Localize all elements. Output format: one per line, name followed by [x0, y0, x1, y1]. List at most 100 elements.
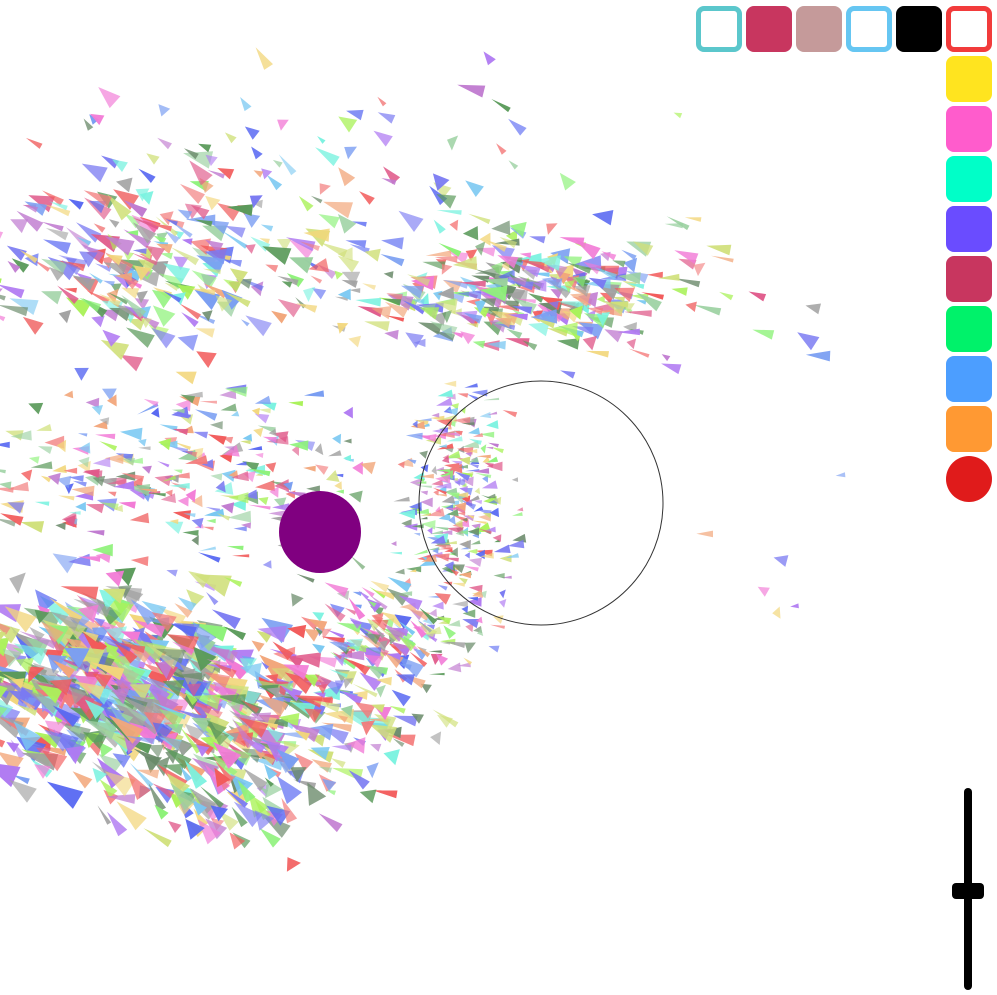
shard	[369, 724, 398, 743]
shard	[160, 734, 190, 756]
shard	[257, 625, 287, 643]
shard	[68, 198, 84, 210]
shard	[403, 523, 418, 531]
shard	[373, 130, 393, 147]
shard	[193, 808, 209, 828]
shard	[483, 51, 496, 66]
shard	[100, 339, 130, 360]
swatch-red-circle[interactable]	[946, 456, 992, 502]
swatch-crimson[interactable]	[746, 6, 792, 52]
shard	[253, 170, 264, 178]
shard	[441, 264, 453, 275]
shard	[617, 328, 640, 336]
shard	[443, 625, 456, 639]
shard	[116, 678, 132, 694]
swatch-outline-sky-blue[interactable]	[846, 6, 892, 52]
shard	[482, 397, 500, 401]
shard	[23, 688, 60, 714]
shard	[317, 136, 326, 144]
shard	[216, 513, 231, 521]
shard	[288, 401, 304, 407]
shard	[57, 285, 79, 304]
shard	[217, 168, 235, 180]
shard	[247, 468, 271, 477]
shard	[214, 767, 231, 788]
shard	[184, 759, 208, 789]
shard	[431, 479, 444, 486]
shard	[223, 626, 246, 641]
shard	[371, 704, 385, 713]
shard	[376, 684, 386, 698]
shard	[28, 195, 55, 213]
swatch-green[interactable]	[946, 306, 992, 352]
shard	[334, 680, 346, 691]
shard	[291, 444, 300, 456]
shard	[447, 251, 469, 265]
shard	[337, 322, 349, 334]
swatch-raspberry[interactable]	[946, 256, 992, 302]
shard	[437, 430, 455, 438]
shard	[546, 223, 558, 235]
shard	[133, 265, 151, 281]
swatch-outline-teal[interactable]	[696, 6, 742, 52]
shard	[381, 178, 397, 185]
shard	[277, 275, 299, 286]
swatch-orange[interactable]	[946, 406, 992, 452]
shard	[486, 456, 499, 463]
shard	[505, 276, 527, 287]
attractor-ball[interactable]	[279, 491, 361, 573]
size-slider[interactable]	[950, 788, 986, 990]
shard	[355, 297, 382, 307]
shard	[28, 456, 40, 464]
swatch-outline-red[interactable]	[946, 6, 992, 52]
shard	[201, 310, 213, 322]
swatch-blue[interactable]	[946, 356, 992, 402]
swatch-violet[interactable]	[946, 206, 992, 252]
shard	[44, 729, 72, 752]
shard	[380, 254, 405, 267]
shard	[136, 769, 160, 779]
shard	[318, 813, 343, 833]
size-slider-thumb[interactable]	[952, 882, 984, 899]
shard	[348, 597, 366, 620]
shard	[443, 487, 458, 494]
shard	[103, 262, 128, 277]
swatch-pink[interactable]	[946, 106, 992, 152]
shard	[455, 529, 464, 537]
shard	[332, 433, 342, 445]
shard	[296, 303, 318, 313]
swatch-dusty-rose[interactable]	[796, 6, 842, 52]
shard	[502, 410, 518, 418]
shard	[352, 461, 363, 475]
shard	[291, 652, 322, 668]
shard	[706, 244, 732, 256]
swatch-aquamarine[interactable]	[946, 156, 992, 202]
shard	[456, 290, 482, 300]
shard	[113, 480, 135, 491]
shard	[204, 671, 231, 689]
shard	[436, 616, 452, 625]
shard	[243, 489, 258, 500]
shard	[493, 496, 502, 505]
shard	[429, 672, 445, 676]
shard	[384, 329, 399, 340]
shard	[446, 407, 458, 417]
shard	[621, 249, 637, 260]
shard	[461, 422, 475, 426]
shard	[604, 329, 623, 343]
shard	[395, 674, 415, 686]
shard	[37, 684, 63, 704]
shard	[671, 287, 688, 296]
shard	[413, 508, 430, 514]
shard	[338, 167, 356, 187]
shard	[624, 303, 635, 314]
shard	[228, 492, 249, 504]
shard	[314, 626, 323, 635]
shard	[471, 520, 487, 525]
shard	[324, 603, 346, 622]
shard	[348, 288, 361, 293]
swatch-black[interactable]	[896, 6, 942, 52]
swatch-yellow[interactable]	[946, 56, 992, 102]
shard	[47, 472, 61, 485]
